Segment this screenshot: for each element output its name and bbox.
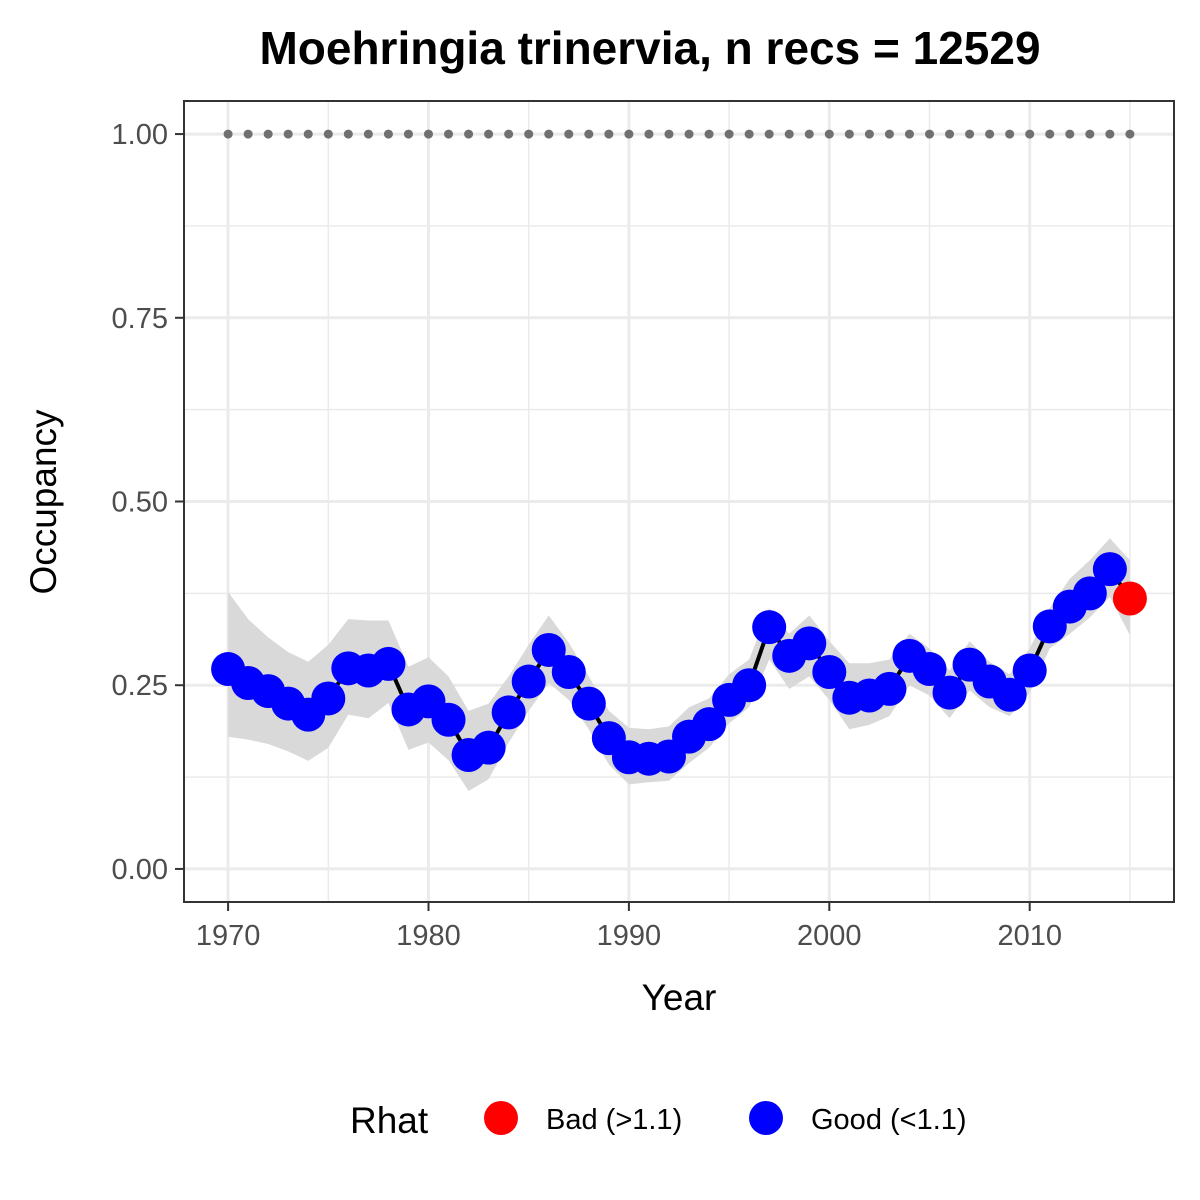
reference-dot — [484, 129, 494, 139]
reference-dot — [864, 129, 874, 139]
occupancy-point-good — [1072, 576, 1107, 611]
reference-dot — [584, 129, 594, 139]
x-tick-label: 1970 — [196, 920, 261, 952]
reference-dot — [1125, 129, 1135, 139]
x-tick-label: 2000 — [797, 920, 862, 952]
reference-dot — [283, 129, 293, 139]
reference-dot — [444, 129, 454, 139]
reference-dot — [243, 129, 253, 139]
reference-dot — [263, 129, 273, 139]
reference-dot — [804, 129, 814, 139]
occupancy-point-good — [471, 730, 506, 765]
occupancy-point-bad — [1112, 581, 1147, 616]
reference-dot — [423, 129, 433, 139]
occupancy-point-good — [431, 702, 466, 737]
reference-dot — [664, 129, 674, 139]
chart-title: Moehringia trinervia, n recs = 12529 — [259, 22, 1040, 74]
reference-dot — [223, 129, 233, 139]
reference-dot — [1065, 129, 1075, 139]
reference-dot — [904, 129, 914, 139]
reference-dot — [744, 129, 754, 139]
legend: Rhat Bad (>1.1) Good (<1.1) — [350, 1100, 967, 1141]
occupancy-point-good — [752, 610, 787, 645]
reference-dot — [644, 129, 654, 139]
reference-dot — [1085, 129, 1095, 139]
occupancy-point-good — [992, 677, 1027, 712]
x-tick-label: 1990 — [597, 920, 662, 952]
reference-dot — [604, 129, 614, 139]
reference-dot — [564, 129, 574, 139]
reference-dot — [544, 129, 554, 139]
x-axis-title: Year — [642, 977, 717, 1018]
y-tick-label: 0.25 — [112, 670, 168, 702]
reference-dot — [403, 129, 413, 139]
legend-label-bad: Bad (>1.1) — [546, 1104, 682, 1136]
x-tick-label: 1980 — [396, 920, 461, 952]
reference-dot — [764, 129, 774, 139]
x-tick-label: 2010 — [997, 920, 1062, 952]
reference-dot — [303, 129, 313, 139]
y-tick-label: 0.00 — [112, 854, 168, 886]
reference-dot — [343, 129, 353, 139]
reference-dot — [724, 129, 734, 139]
reference-dot — [784, 129, 794, 139]
reference-dot — [704, 129, 714, 139]
occupancy-point-good — [311, 681, 346, 716]
legend-label-good: Good (<1.1) — [811, 1104, 967, 1136]
reference-dot — [884, 129, 894, 139]
legend-key-bad — [484, 1101, 518, 1135]
occupancy-point-good — [371, 646, 406, 681]
reference-dot — [464, 129, 474, 139]
reference-dot — [323, 129, 333, 139]
occupancy-point-good — [491, 695, 526, 730]
reference-dot — [945, 129, 955, 139]
reference-dot — [844, 129, 854, 139]
occupancy-point-good — [531, 632, 566, 667]
y-axis-title: Occupancy — [23, 409, 64, 595]
reference-dot — [985, 129, 995, 139]
legend-title: Rhat — [350, 1100, 429, 1141]
occupancy-point-good — [1092, 552, 1127, 587]
occupancy-point-good — [692, 707, 727, 742]
occupancy-points — [211, 552, 1147, 776]
reference-line-dotted — [223, 129, 1135, 139]
reference-dot — [925, 129, 935, 139]
occupancy-point-good — [792, 626, 827, 661]
y-tick-label: 0.75 — [112, 303, 168, 335]
occupancy-point-good — [551, 654, 586, 689]
reference-dot — [1105, 129, 1115, 139]
occupancy-point-good — [511, 664, 546, 699]
x-axis-ticks: 1970 1980 1990 2000 2010 — [196, 902, 1062, 952]
occupancy-point-good — [1012, 653, 1047, 688]
y-tick-label: 1.00 — [112, 119, 168, 151]
y-tick-label: 0.50 — [112, 487, 168, 519]
reference-dot — [383, 129, 393, 139]
reference-dot — [524, 129, 534, 139]
reference-dot — [1025, 129, 1035, 139]
occupancy-point-good — [912, 652, 947, 687]
occupancy-point-good — [872, 671, 907, 706]
reference-dot — [965, 129, 975, 139]
y-axis-ticks: 0.00 0.25 0.50 0.75 1.00 — [112, 119, 184, 886]
reference-dot — [624, 129, 634, 139]
reference-dot — [684, 129, 694, 139]
reference-dot — [1045, 129, 1055, 139]
legend-key-good — [749, 1101, 783, 1135]
occupancy-point-good — [812, 654, 847, 689]
reference-dot — [824, 129, 834, 139]
reference-dot — [504, 129, 514, 139]
reference-dot — [1005, 129, 1015, 139]
occupancy-point-good — [571, 686, 606, 721]
occupancy-point-good — [732, 668, 767, 703]
occupancy-point-good — [932, 675, 967, 710]
reference-dot — [363, 129, 373, 139]
